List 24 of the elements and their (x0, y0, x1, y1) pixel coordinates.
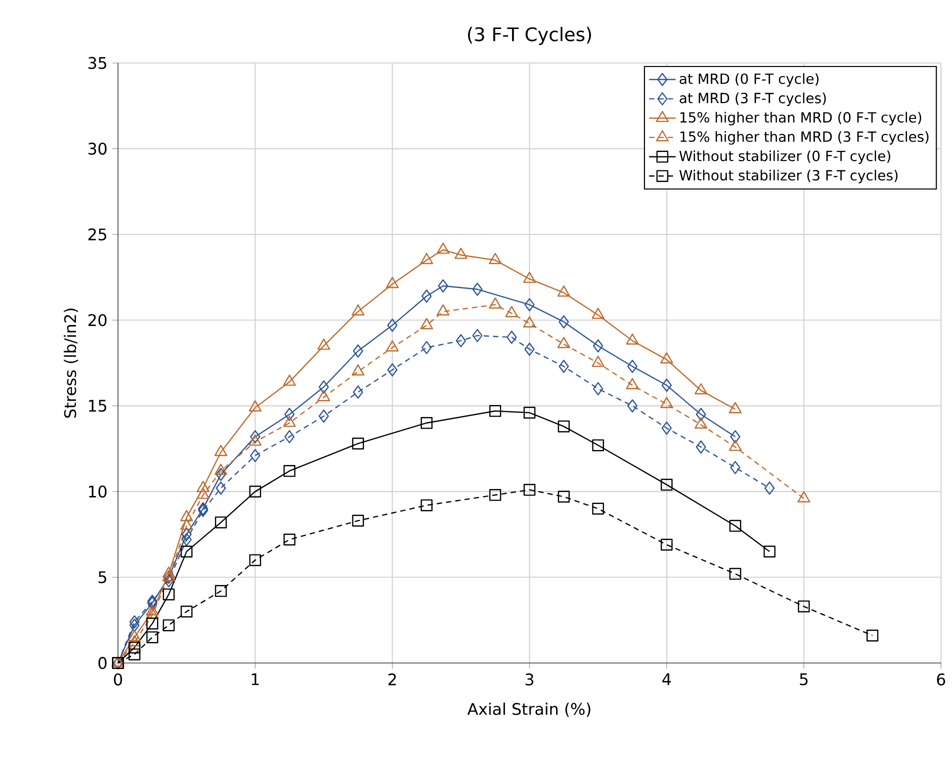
legend-label: Without stabilizer (3 F-T cycles) (679, 170, 898, 184)
y-tick-label: 35 (88, 56, 106, 70)
legend-label: 15% higher than MRD (0 F-T cycle) (680, 112, 922, 126)
legend-label: at MRD (3 F-T cycles) (680, 92, 826, 106)
x-axis-title: Axial Strain (%) (467, 702, 590, 717)
x-tick-label: 3 (526, 673, 534, 686)
y-axis-title: Stress (lb/in2) (64, 308, 78, 418)
legend-label: Without stabilizer (0 F-T cycle) (679, 150, 890, 164)
legend-label: at MRD (0 F-T cycle) (680, 73, 819, 87)
y-tick-label: 15 (89, 400, 106, 412)
x-tick-label: 4 (662, 673, 671, 686)
y-tick-label: 25 (88, 228, 106, 240)
chart-title: (3 F-T Cycles) (468, 26, 591, 45)
x-tick-label: 5 (800, 673, 808, 686)
x-tick-label: 0 (114, 673, 122, 686)
y-tick-label: 10 (89, 486, 107, 498)
y-tick-label: 20 (88, 314, 107, 326)
y-tick-label: 30 (88, 142, 107, 155)
x-tick-label: 2 (388, 673, 396, 686)
legend-label: 15% higher than MRD (3 F-T cycles) (680, 131, 928, 145)
y-tick-label: 0 (98, 656, 107, 670)
x-tick-label: 1 (252, 673, 259, 686)
y-tick-label: 5 (98, 571, 106, 584)
x-tick-label: 6 (937, 673, 946, 686)
